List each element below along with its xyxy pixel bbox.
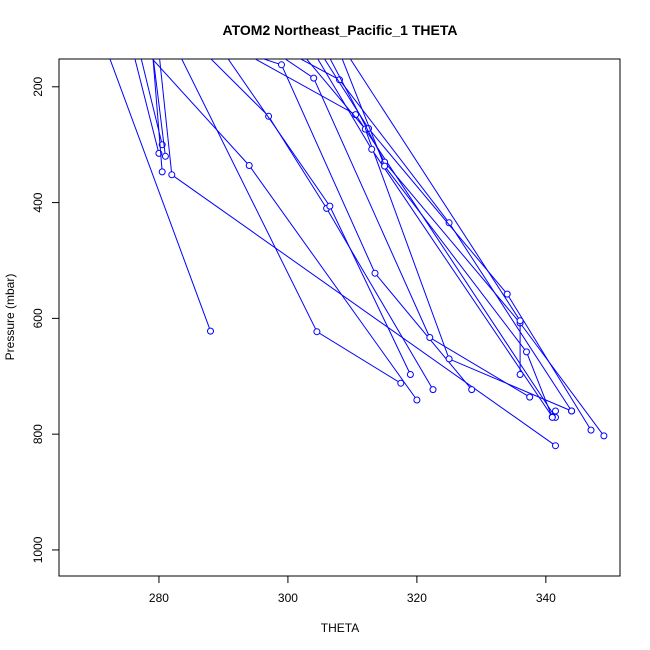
data-point <box>552 442 559 450</box>
profile-line-15 <box>305 59 572 412</box>
data-point <box>523 348 530 356</box>
data-point <box>600 432 608 440</box>
profile-line-2 <box>134 59 160 154</box>
profile-line-5 <box>152 59 166 157</box>
profile-line-19 <box>341 59 553 418</box>
profile-line-20 <box>349 59 521 375</box>
profile-line-4 <box>152 59 163 172</box>
data-point <box>413 396 421 404</box>
profile-line-1 <box>109 59 211 332</box>
data-point <box>568 407 576 415</box>
data-point <box>426 334 434 341</box>
chart-title: ATOM2 Northeast_Pacific_1 THETA <box>223 22 458 38</box>
data-point <box>381 162 389 170</box>
profile-line-11 <box>262 59 473 390</box>
data-point <box>429 386 437 394</box>
profile-line-9 <box>210 59 434 390</box>
profile-line-14 <box>299 59 573 412</box>
x-axis-label: THETA <box>321 621 359 635</box>
data-point <box>326 202 334 210</box>
profile-line-18 <box>329 59 605 437</box>
x-tick-label: 280 <box>149 591 169 605</box>
data-point <box>397 379 405 387</box>
data-point <box>406 371 414 378</box>
data-point <box>278 61 285 69</box>
y-axis: 200 400 600 800 1000 <box>31 76 60 563</box>
data-point <box>161 152 169 160</box>
data-point <box>313 328 321 336</box>
profile-line-10 <box>227 59 411 375</box>
data-point <box>503 290 511 298</box>
data-point <box>587 426 595 434</box>
series-layer <box>109 59 608 450</box>
data-point <box>310 74 318 82</box>
data-point <box>552 407 559 415</box>
data-point <box>168 171 176 179</box>
data-point <box>548 413 556 421</box>
data-point <box>445 355 453 363</box>
data-point <box>207 327 214 335</box>
profile-line-12 <box>254 59 556 418</box>
x-tick-label: 340 <box>536 591 556 605</box>
data-point <box>245 162 253 169</box>
data-point <box>445 219 453 227</box>
y-tick-label: 200 <box>31 76 45 96</box>
x-axis: 280 300 320 340 <box>149 575 556 605</box>
x-tick-label: 300 <box>278 591 298 605</box>
data-point <box>516 371 524 378</box>
profile-line-13 <box>284 59 530 398</box>
y-axis-label: Pressure (mbar) <box>3 274 17 361</box>
y-tick-label: 1000 <box>31 536 45 563</box>
data-point <box>158 168 166 176</box>
profile-line-7 <box>151 59 418 401</box>
data-point <box>368 145 376 153</box>
data-point <box>371 269 379 277</box>
y-tick-label: 600 <box>31 308 45 328</box>
y-tick-label: 400 <box>31 192 45 212</box>
x-tick-label: 320 <box>407 591 427 605</box>
data-point <box>516 317 524 325</box>
data-point <box>468 386 476 394</box>
data-point <box>526 393 534 401</box>
y-tick-label: 800 <box>31 424 45 444</box>
